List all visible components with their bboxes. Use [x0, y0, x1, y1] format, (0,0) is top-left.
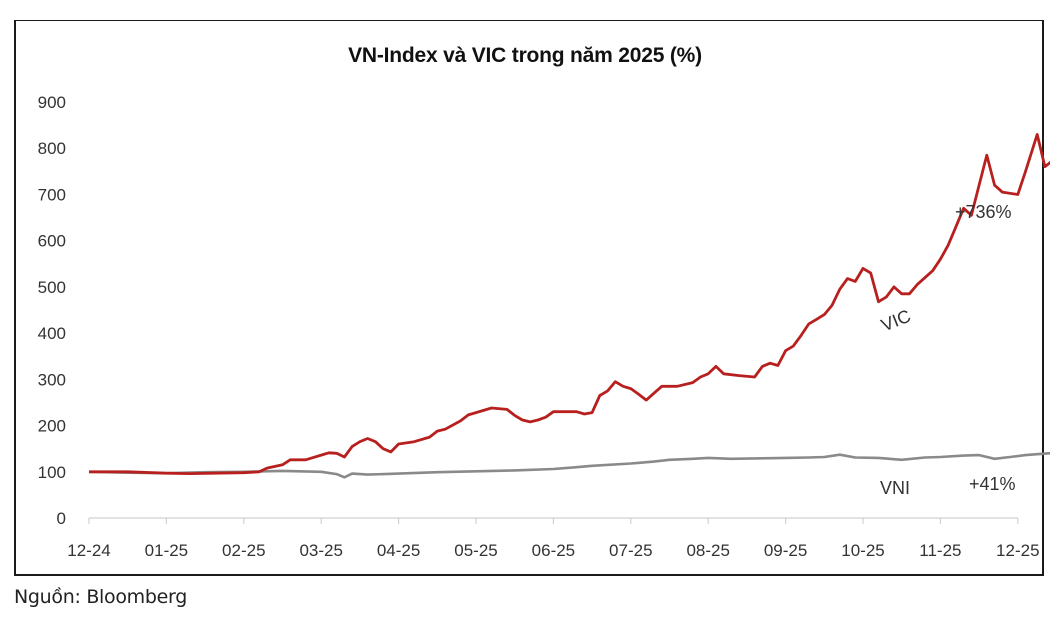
y-tick-label: 0: [57, 509, 66, 528]
vni-line: [88, 451, 1050, 479]
x-tick-label: 12-24: [67, 541, 110, 560]
x-axis: 12-24 01-25 02-25 03-25 04-25 05-25 06-25 07-25…: [67, 517, 1040, 560]
vic-name-label: VIC: [878, 306, 913, 336]
y-tick-label: 600: [38, 232, 66, 251]
x-tick-label: 06-25: [532, 541, 575, 560]
vni-name-label: VNI: [880, 478, 910, 498]
y-tick-label: 500: [38, 278, 66, 297]
x-tick-label: 10-25: [841, 541, 884, 560]
chart-title: VN-Index và VIC trong năm 2025 (%): [348, 44, 702, 67]
vic-line: [89, 132, 1050, 476]
y-tick-label: 800: [38, 139, 66, 158]
x-tick-label: 01-25: [145, 541, 188, 560]
x-tick-label: 08-25: [686, 541, 729, 560]
x-tick-label: 04-25: [377, 541, 420, 560]
source-note: Nguồn: Bloomberg: [14, 586, 187, 608]
y-tick-label: 200: [38, 417, 66, 436]
chart-frame: [14, 20, 1044, 576]
x-tick-label: 03-25: [299, 541, 342, 560]
y-tick-label: 100: [38, 463, 66, 482]
x-tick-label: 05-25: [454, 541, 497, 560]
y-tick-label: 400: [38, 324, 66, 343]
y-tick-label: 700: [38, 185, 66, 204]
y-tick-label: 900: [38, 93, 66, 112]
x-tick-label: 07-25: [609, 541, 652, 560]
x-tick-label: 12-25: [996, 541, 1039, 560]
x-tick-label: 09-25: [764, 541, 807, 560]
vni-change-label: +41%: [969, 474, 1016, 494]
x-tick-label: 11-25: [919, 541, 961, 560]
y-axis: 0 100 200 300 400 500 600 700 800 900: [38, 93, 66, 528]
x-tick-label: 02-25: [222, 541, 265, 560]
vic-change-label: +736%: [955, 202, 1012, 222]
y-tick-label: 300: [38, 370, 66, 389]
